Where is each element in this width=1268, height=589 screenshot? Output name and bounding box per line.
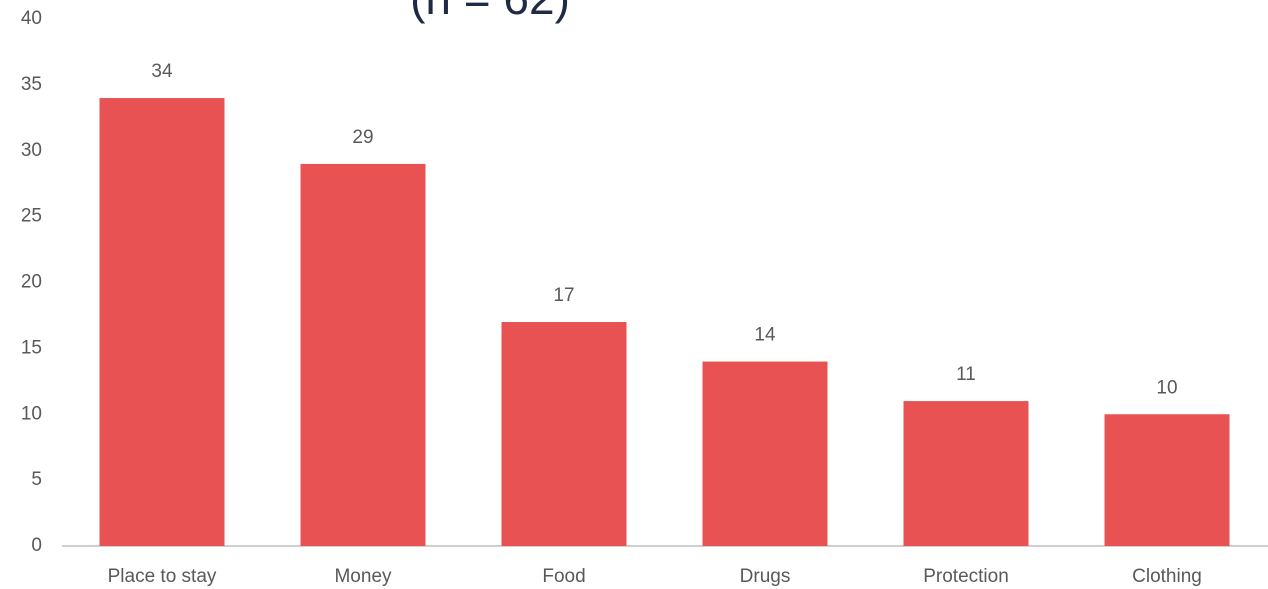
- bar: [702, 361, 828, 546]
- x-tick-label: Place to stay: [108, 566, 217, 587]
- bar: [99, 98, 225, 547]
- chart-title: (n = 62): [410, 0, 570, 24]
- data-label: 11: [956, 364, 976, 385]
- data-label: 17: [553, 285, 574, 306]
- x-tick-label: Protection: [923, 566, 1009, 587]
- bar: [903, 401, 1029, 546]
- y-tick-label: 30: [21, 140, 42, 161]
- data-label: 29: [352, 127, 373, 148]
- x-tick-label: Drugs: [740, 566, 791, 587]
- data-label: 34: [151, 61, 173, 82]
- x-tick-label: Clothing: [1132, 566, 1202, 587]
- y-tick-label: 10: [21, 403, 42, 424]
- y-tick-label: 20: [21, 272, 42, 293]
- y-tick-label: 5: [31, 469, 42, 490]
- x-tick-label: Food: [542, 566, 585, 587]
- x-tick-label: Money: [334, 566, 392, 587]
- y-tick-label: 0: [31, 535, 42, 556]
- y-tick-label: 35: [21, 74, 42, 95]
- data-label: 10: [1156, 377, 1177, 398]
- y-tick-label: 25: [21, 206, 42, 227]
- data-label: 14: [754, 325, 776, 346]
- y-tick-label: 40: [21, 8, 42, 29]
- bar: [300, 163, 426, 547]
- bar: [501, 322, 627, 546]
- bar: [1104, 414, 1230, 546]
- y-tick-label: 15: [21, 337, 42, 358]
